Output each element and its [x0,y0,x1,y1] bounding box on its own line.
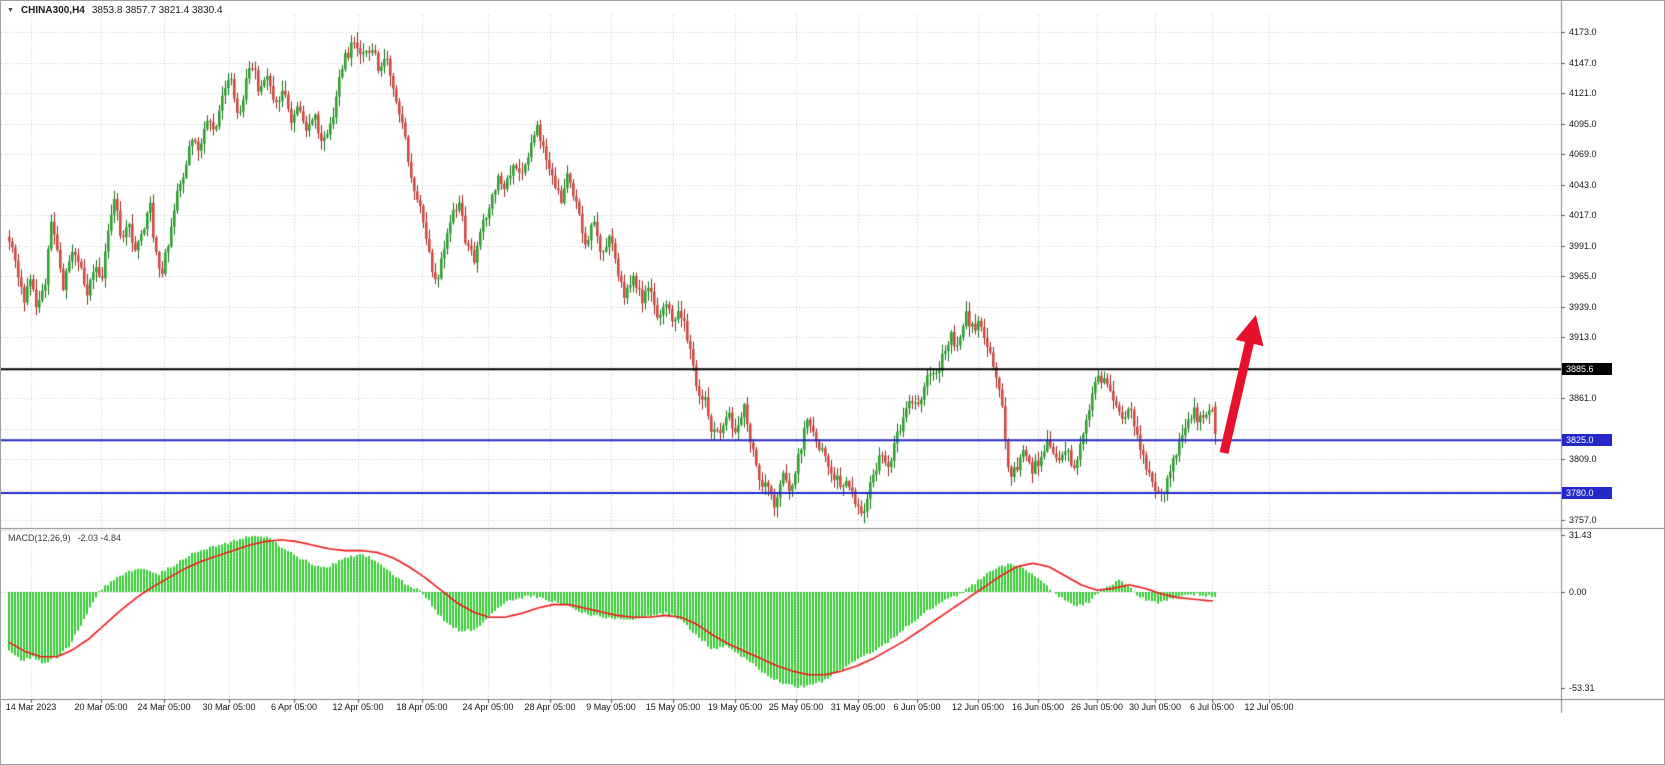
chart-marker-icon: ▼ [7,6,14,14]
macd-tick-label: -53.31 [1569,682,1595,693]
symbol-header: ▼ CHINA300,H4 3853.8 3857.7 3821.4 3830.… [7,5,223,16]
symbol-timeframe-label: CHINA300,H4 [20,5,85,16]
time-tick-label: 6 Jul 05:00 [1189,702,1235,712]
time-tick-label: 12 Jul 05:00 [1244,702,1294,712]
price-tick-label: 3939.0 [1569,301,1597,312]
macd-values: -2.03 -4.84 [77,533,122,543]
ohlc-readout: 3853.8 3857.7 3821.4 3830.4 [91,5,223,16]
time-tick-label: 28 Apr 05:00 [524,702,576,712]
time-tick-label: 26 Jun 05:00 [1070,702,1124,712]
price-tick-label: 4043.0 [1569,179,1597,190]
time-tick-label: 15 May 05:00 [645,702,701,712]
time-tick-label: 12 Jun 05:00 [951,702,1005,712]
time-tick-label: 24 Apr 05:00 [462,702,514,712]
price-tick-label: 3991.0 [1569,240,1597,251]
price-axis[interactable]: 3757.0 3809.0 3861.0 3913.0 3939.0 3965.0 3991… [1562,1,1664,713]
macd-indicator-label: MACD(12,26,9) -2.03 -4.84 [8,533,121,543]
time-tick-label: 18 Apr 05:00 [396,702,448,712]
price-line-tag: 3825.0 [1562,434,1612,447]
time-tick-label: 12 Apr 05:00 [332,702,384,712]
price-tick-label: 3965.0 [1569,271,1597,281]
time-tick-label: 9 May 05:00 [586,702,636,712]
macd-name: MACD(12,26,9) [8,533,71,543]
time-tick-label: 6 Apr 05:00 [270,702,318,712]
price-tick-label: 3913.0 [1569,332,1597,342]
price-tick-label: 4121.0 [1569,88,1597,98]
time-tick-label: 16 Jun 05:00 [1011,702,1065,712]
time-tick-label: 25 May 05:00 [768,702,824,712]
price-tick-label: 4173.0 [1569,27,1597,37]
price-tick-label: 3809.0 [1569,454,1597,464]
price-line-tag: 3780.0 [1562,487,1612,500]
time-tick-label: 30 Jun 05:00 [1128,702,1182,712]
time-axis[interactable]: 14 Mar 2023 20 Mar 05:00 24 Mar 05:00 30 Ma… [1,700,1561,714]
time-tick-label: 30 Mar 05:00 [202,702,256,712]
macd-tick-label: 0.00 [1569,587,1587,597]
macd-tick-label: 31.43 [1569,530,1592,541]
time-tick-label: 6 Jun 05:00 [893,702,941,712]
time-tick-label: 20 Mar 05:00 [74,702,128,712]
time-tick-label: 24 Mar 05:00 [137,702,191,712]
price-tick-label: 4095.0 [1569,118,1597,129]
time-tick-label: 19 May 05:00 [707,702,763,712]
price-tick-label: 4017.0 [1569,210,1597,220]
price-tick-label: 3757.0 [1569,515,1597,525]
time-tick-label: 31 May 05:00 [830,702,886,712]
price-tick-label: 4069.0 [1569,149,1597,159]
price-tick-label: 3861.0 [1569,393,1597,403]
time-tick-label: 14 Mar 2023 [5,702,57,712]
price-line-tag: 3885.6 [1562,363,1612,376]
price-tick-label: 4147.0 [1569,57,1597,68]
